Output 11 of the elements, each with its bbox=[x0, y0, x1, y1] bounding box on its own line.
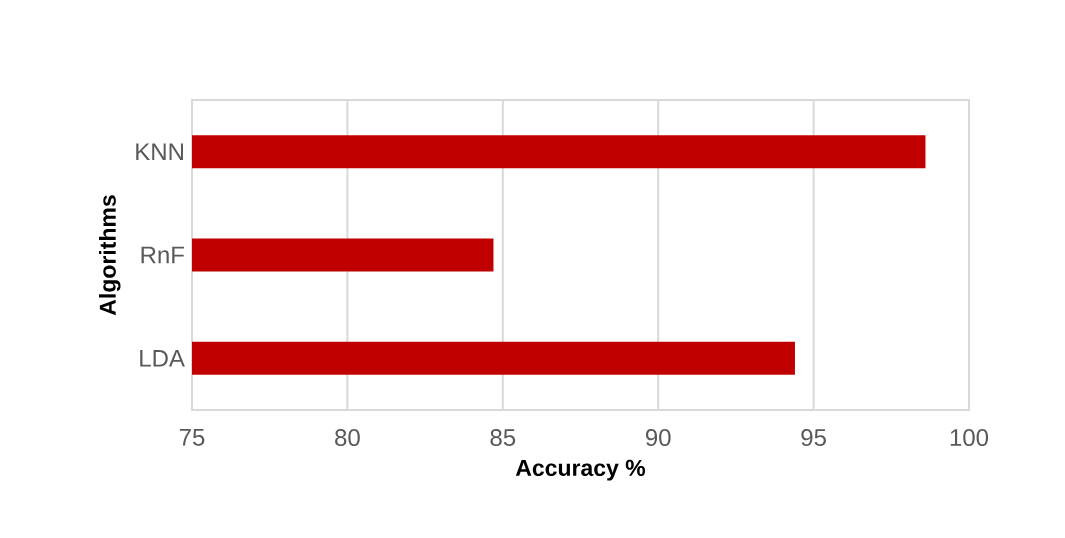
x-tick-label: 85 bbox=[490, 429, 516, 447]
x-tick-label: 95 bbox=[801, 429, 826, 447]
x-tick-label: 90 bbox=[645, 429, 671, 447]
x-axis-title: Accuracy % bbox=[515, 459, 646, 481]
y-tick-label: LDA bbox=[140, 350, 185, 367]
x-tick-label: 75 bbox=[179, 429, 205, 446]
y-tick-label: RnF bbox=[141, 246, 184, 264]
y-axis-title: Algorithms bbox=[99, 195, 121, 316]
x-tick-label: 80 bbox=[335, 429, 360, 447]
y-tick-label: KNN bbox=[136, 143, 183, 160]
x-tick-label: 100 bbox=[950, 429, 989, 447]
